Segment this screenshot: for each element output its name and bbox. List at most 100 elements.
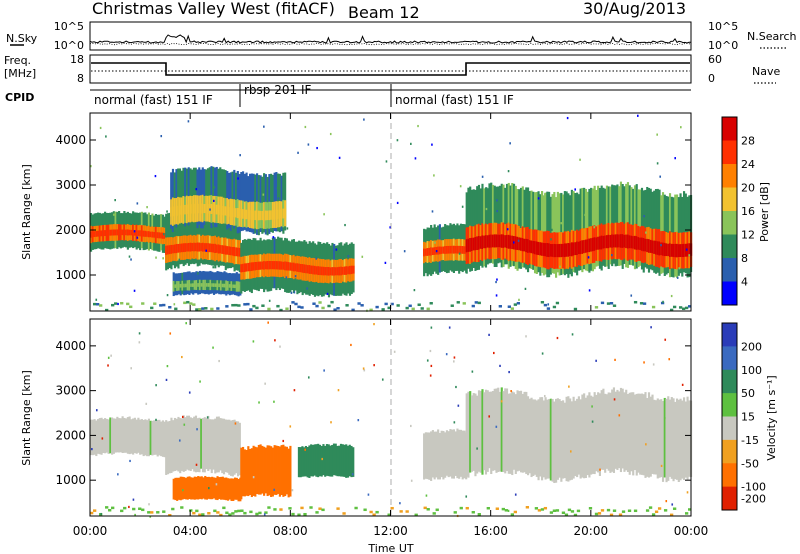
velocity-echo-cell xyxy=(621,388,624,469)
velocity-echo-cell xyxy=(166,421,170,475)
velocity-speckle xyxy=(664,338,667,341)
power-echo-peak xyxy=(226,284,230,288)
power-echo-peak xyxy=(256,210,259,221)
velocity-speckle xyxy=(95,409,98,412)
power-echo-peak xyxy=(609,234,612,248)
velocity-echo-cell xyxy=(173,417,177,471)
power-echo-peak xyxy=(268,210,271,221)
velocity-echo-cell xyxy=(329,445,332,477)
power-speckle xyxy=(112,213,115,216)
power-echo-peak xyxy=(252,210,255,221)
velocity-echo-cell xyxy=(514,394,517,474)
velocity-near-range-cell xyxy=(213,509,217,513)
power-near-range-cell xyxy=(678,306,683,309)
power-echo-peak xyxy=(204,283,207,287)
power-speckle xyxy=(685,248,688,251)
velocity-speckle xyxy=(510,390,512,393)
velocity-echo-cell xyxy=(263,446,266,496)
power-echo-peak xyxy=(187,204,190,214)
velocity-echo-cell xyxy=(207,415,210,471)
power-echo-peak xyxy=(98,230,101,237)
velocity-echo-cell xyxy=(477,390,481,472)
power-echo-peak xyxy=(264,210,267,221)
power-echo-peak xyxy=(653,240,656,254)
power-speckle xyxy=(187,120,190,123)
power-speckle xyxy=(385,160,388,163)
velocity-echo-cell xyxy=(270,446,273,497)
velocity-echo-cell xyxy=(257,444,260,495)
nsearch-label: N.Search xyxy=(747,30,797,43)
power-echo-peak xyxy=(205,283,209,287)
velocity-echo-cell xyxy=(551,398,554,482)
velocity-echo-cell xyxy=(161,420,165,457)
velocity-echo-cell xyxy=(221,476,224,500)
velocity-near-range-cell xyxy=(258,511,262,515)
power-speckle xyxy=(117,302,119,306)
velocity-speckle xyxy=(350,343,352,347)
velocity-speckle xyxy=(429,374,432,377)
velocity-echo-cell xyxy=(667,396,670,481)
power-echo-peak xyxy=(444,246,447,254)
power-echo-peak xyxy=(178,205,182,216)
velocity-speckle xyxy=(687,464,689,467)
power-echo-peak xyxy=(270,210,273,220)
velocity-echo-cell xyxy=(194,415,198,473)
velocity-near-range-cell xyxy=(243,511,247,515)
velocity-near-range-cell xyxy=(108,508,112,512)
power-speckle xyxy=(660,244,662,247)
velocity-speckle xyxy=(293,389,296,392)
velocity-near-range-cell xyxy=(657,507,662,510)
power-echo-peak xyxy=(602,235,605,249)
velocity-echo-cell xyxy=(236,421,240,477)
power-speckle xyxy=(128,255,131,258)
power-echo-peak xyxy=(208,243,212,253)
velocity-echo-cell xyxy=(332,443,336,476)
power-speckle xyxy=(384,261,387,264)
power-echo-peak xyxy=(294,263,297,272)
velocity-echo-cell xyxy=(320,445,323,477)
velocity-speckle xyxy=(323,369,325,372)
power-echo-peak xyxy=(210,203,213,214)
velocity-echo-cell xyxy=(500,387,503,472)
velocity-near-range-cell xyxy=(120,509,124,513)
velocity-echo-cell xyxy=(238,422,241,476)
power-echo-peak xyxy=(285,261,288,271)
velocity-near-range-cell xyxy=(375,510,379,514)
velocity-speckle xyxy=(500,400,503,403)
velocity-echo-cell xyxy=(576,398,579,478)
power-echo-peak xyxy=(218,283,221,288)
velocity-near-range-cell xyxy=(414,513,418,517)
velocity-echo-cell xyxy=(684,401,687,478)
power-near-range-cell xyxy=(369,308,373,312)
power-echo-peak xyxy=(97,230,100,237)
power-speckle xyxy=(237,177,239,180)
velocity-near-range-cell xyxy=(309,506,313,509)
velocity-echo-cell xyxy=(315,444,318,477)
velocity-speckle xyxy=(665,500,668,503)
power-speckle xyxy=(688,254,691,257)
power-echo-peak xyxy=(426,248,429,256)
power-near-range-cell xyxy=(405,306,409,310)
velocity-echo-cell xyxy=(158,419,161,456)
velocity-echo-cell xyxy=(226,419,229,473)
power-near-range-cell xyxy=(291,301,295,304)
power-near-range-cell xyxy=(225,305,229,308)
velocity-speckle xyxy=(373,323,375,326)
velocity-echo-cell xyxy=(433,431,436,480)
power-speckle xyxy=(509,142,511,145)
power-echo-peak xyxy=(232,284,235,288)
velocity-echo-cell xyxy=(474,393,477,477)
velocity-echo-cell xyxy=(553,401,556,484)
x-tick-label: 04:00 xyxy=(173,524,208,538)
power-colorbar: 4 8 12 16 20 24 28 xyxy=(721,116,755,306)
power-near-range-cell xyxy=(153,302,157,305)
power-near-range-cell xyxy=(381,308,385,311)
power-near-range-cell xyxy=(642,302,647,305)
velocity-speckle xyxy=(182,489,184,492)
power-echo-peak xyxy=(670,243,673,257)
power-echo-peak xyxy=(231,207,234,217)
power-speckle xyxy=(656,133,658,136)
velocity-near-range-cell xyxy=(504,509,508,512)
power-echo-peak xyxy=(196,203,199,214)
power-echo-peak xyxy=(230,284,233,288)
